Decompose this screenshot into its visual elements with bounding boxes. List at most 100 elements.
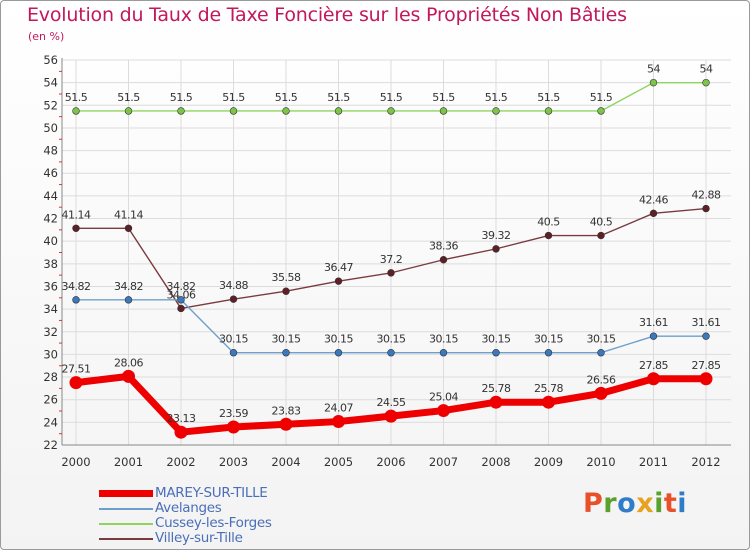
data-point — [72, 296, 80, 304]
legend-label: Cussey-les-Forges — [155, 515, 272, 531]
x-tick-label: 2008 — [481, 455, 510, 469]
legend-label: Avelanges — [155, 500, 222, 516]
data-point — [489, 395, 503, 409]
data-point — [492, 245, 500, 253]
data-point — [387, 107, 395, 115]
data-label: 54 — [700, 63, 713, 76]
data-point — [282, 349, 290, 357]
data-point — [544, 349, 553, 357]
data-point — [282, 287, 290, 295]
data-label: 28.06 — [114, 356, 143, 369]
data-label: 34.82 — [62, 280, 91, 293]
logo-letter: t — [663, 488, 678, 519]
data-label: 51.5 — [275, 91, 298, 104]
data-point — [227, 420, 240, 434]
data-point — [492, 107, 500, 115]
data-point — [437, 404, 450, 418]
x-tick-label: 2003 — [219, 455, 248, 469]
data-label: 30.15 — [219, 333, 248, 346]
data-label: 27.51 — [62, 363, 91, 376]
logo-letter: o — [617, 488, 637, 519]
data-point — [439, 107, 448, 115]
data-point — [597, 231, 605, 240]
y-tick-label: 36 — [43, 279, 58, 293]
data-label: 51.5 — [327, 91, 350, 104]
logo-letter: x — [636, 488, 655, 519]
data-point — [124, 224, 133, 232]
data-point — [649, 332, 658, 340]
data-point — [439, 256, 448, 264]
data-label: 25.04 — [429, 391, 458, 404]
data-label: 54 — [647, 63, 660, 76]
logo-letter: P — [583, 488, 604, 519]
data-label: 23.13 — [167, 412, 196, 425]
data-label: 42.88 — [692, 189, 721, 202]
data-point — [124, 107, 133, 115]
data-point — [387, 349, 395, 357]
x-tick-label: 2002 — [166, 455, 195, 469]
data-point — [332, 415, 345, 429]
y-tick-label: 52 — [43, 98, 58, 112]
x-tick-label: 2009 — [534, 455, 563, 469]
data-label: 40.5 — [590, 216, 613, 229]
data-label: 30.15 — [324, 333, 353, 346]
data-point — [597, 349, 605, 357]
x-tick-label: 2012 — [691, 455, 720, 469]
data-label: 37.2 — [380, 253, 403, 266]
legend-swatch — [99, 490, 153, 497]
data-label: 30.15 — [534, 333, 563, 346]
data-label: 41.14 — [62, 208, 91, 221]
data-label: 51.5 — [432, 91, 455, 104]
data-point — [177, 304, 185, 313]
data-point — [649, 209, 658, 218]
x-tick-label: 2006 — [376, 455, 405, 469]
legend-label: Villey-sur-Tille — [155, 530, 243, 546]
data-label: 41.14 — [114, 208, 143, 221]
y-tick-label: 32 — [43, 325, 58, 339]
y-tick-label: 56 — [43, 53, 58, 67]
data-label: 51.5 — [222, 91, 245, 104]
data-label: 30.15 — [272, 333, 301, 346]
legend-swatch — [99, 523, 153, 525]
y-tick-label: 40 — [43, 234, 58, 248]
data-label: 42.46 — [639, 193, 668, 206]
data-point — [334, 277, 343, 285]
logo-letter: i — [677, 488, 688, 519]
data-label: 34.06 — [167, 288, 196, 301]
data-point — [229, 295, 238, 303]
data-point — [647, 372, 660, 386]
data-label: 31.61 — [692, 316, 721, 329]
data-point — [69, 376, 83, 390]
data-point — [177, 107, 185, 115]
data-point — [72, 224, 80, 232]
y-tick-label: 30 — [43, 347, 58, 361]
x-tick-label: 2000 — [61, 455, 90, 469]
data-point — [702, 332, 710, 340]
data-label: 51.5 — [170, 91, 193, 104]
data-point — [279, 417, 293, 431]
data-label: 24.07 — [324, 402, 353, 415]
data-label: 24.55 — [377, 396, 406, 409]
data-label: 25.78 — [534, 382, 563, 395]
data-point — [387, 269, 395, 277]
logo-letter: r — [603, 488, 618, 519]
y-tick-label: 26 — [43, 393, 58, 407]
data-point — [544, 231, 553, 240]
data-label: 40.5 — [537, 216, 560, 229]
data-point — [384, 409, 398, 423]
y-tick-label: 48 — [43, 144, 58, 158]
x-tick-label: 2005 — [324, 455, 353, 469]
data-label: 30.15 — [377, 333, 406, 346]
data-label: 51.5 — [537, 91, 560, 104]
data-label: 51.5 — [380, 91, 403, 104]
data-label: 30.15 — [587, 333, 616, 346]
data-point — [282, 107, 290, 115]
legend-swatch — [99, 538, 153, 540]
data-label: 27.85 — [639, 359, 668, 372]
data-label: 51.5 — [117, 91, 140, 104]
data-label: 23.83 — [272, 404, 301, 417]
proxiti-logo: Proxiti — [583, 488, 687, 519]
y-tick-label: 46 — [43, 166, 58, 180]
data-point — [542, 395, 555, 409]
